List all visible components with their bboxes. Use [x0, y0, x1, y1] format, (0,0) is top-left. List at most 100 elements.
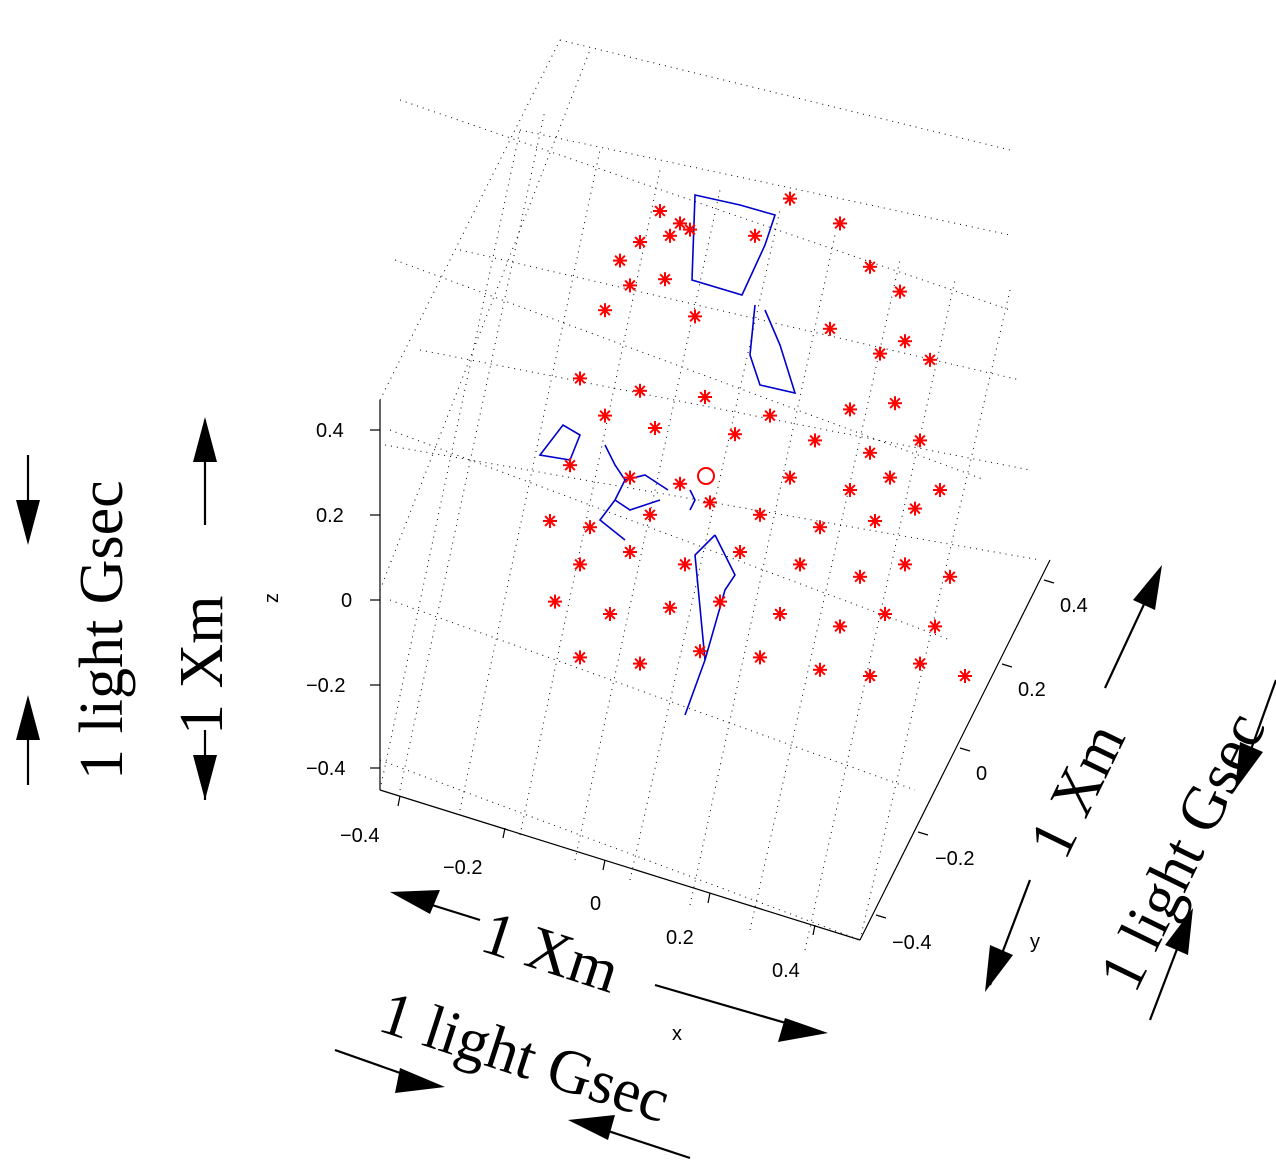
star-marker: [663, 600, 677, 615]
star-marker: [898, 334, 912, 349]
star-marker: [688, 309, 702, 324]
z-tick-2: 0: [341, 590, 352, 612]
y-tick-1: −0.2: [935, 848, 974, 870]
star-marker: [648, 421, 662, 435]
star-marker: [833, 619, 847, 634]
star-marker: [693, 644, 707, 659]
star-marker: [853, 569, 867, 584]
star-marker: [793, 557, 807, 572]
annotation-bottom-upper: 1 Xm: [474, 899, 628, 1007]
star-marker: [843, 402, 857, 417]
star-marker: [878, 607, 892, 621]
star-marker: [683, 222, 697, 237]
star-marker: [733, 545, 747, 559]
x-axis: −0.4 −0.2 0 0.2 0.4 x: [340, 789, 861, 1045]
star-marker: [633, 383, 647, 398]
star-marker: [908, 501, 922, 516]
y-axis: −0.4 −0.2 0 0.2 0.4 y: [859, 559, 1088, 954]
annotation-left-outer: 1 light Gsec: [68, 480, 136, 780]
star-marker: [543, 514, 557, 528]
x-tick-1: −0.2: [443, 857, 482, 879]
star-marker: [748, 228, 762, 243]
z-tick-0: 0.4: [316, 420, 344, 442]
star-marker: [563, 458, 577, 473]
star-marker: [753, 507, 767, 522]
z-tick-3: −0.2: [306, 675, 345, 697]
star-marker: [883, 470, 897, 485]
star-marker: [933, 483, 947, 497]
star-marker: [928, 619, 942, 634]
star-marker: [598, 303, 612, 318]
right-arrows: [985, 565, 1276, 1021]
data-points: [543, 191, 972, 683]
star-marker: [833, 216, 847, 231]
star-marker: [573, 650, 587, 665]
star-marker: [783, 191, 797, 206]
star-marker: [813, 662, 827, 677]
star-marker: [813, 520, 827, 535]
star-marker: [763, 408, 777, 423]
star-marker: [573, 557, 587, 572]
observer-marker: [697, 467, 715, 485]
star-marker: [583, 520, 597, 535]
x-tick-3: 0.2: [666, 927, 694, 949]
star-marker: [613, 253, 627, 268]
star-marker: [863, 669, 877, 683]
star-marker: [893, 284, 907, 299]
star-marker: [623, 470, 637, 485]
star-marker: [863, 445, 877, 460]
left-arrows: [16, 417, 217, 800]
star-marker: [913, 656, 927, 671]
star-marker: [653, 204, 667, 218]
x-tick-4: 0.4: [772, 960, 800, 982]
star-marker: [643, 507, 657, 522]
z-axis-label: z: [261, 593, 283, 603]
star-marker: [843, 483, 857, 497]
star-marker: [633, 656, 647, 671]
star-marker: [783, 470, 797, 485]
grid-lines: [379, 39, 1041, 951]
star-marker: [633, 235, 647, 249]
x-tick-0: −0.4: [340, 825, 379, 847]
star-marker: [598, 408, 612, 423]
star-marker: [713, 594, 727, 609]
star-marker: [913, 433, 927, 448]
constellation-lines: [538, 194, 797, 716]
star-marker: [898, 557, 912, 572]
star-marker: [823, 321, 837, 336]
star-marker: [623, 545, 637, 559]
star-marker: [863, 259, 877, 274]
star-marker: [663, 228, 677, 243]
star-marker: [673, 476, 687, 491]
star-marker: [873, 346, 887, 361]
star-marker: [888, 396, 902, 411]
star-marker: [958, 669, 972, 683]
z-tick-4: −0.4: [306, 758, 345, 780]
annotation-left-inner: 1 Xm: [168, 596, 236, 736]
x-tick-2: 0: [590, 893, 601, 915]
star-marker: [808, 433, 822, 448]
star-marker: [923, 352, 937, 367]
z-axis: 0.4 0.2 0 −0.2 −0.4 z: [261, 400, 381, 790]
annotation-right-inner: 1 Xm: [1016, 713, 1138, 868]
star-marker: [868, 514, 882, 528]
star-marker: [698, 390, 712, 404]
star-marker: [728, 427, 742, 442]
x-axis-label: x: [672, 1023, 682, 1045]
star-marker: [573, 371, 587, 386]
z-tick-1: 0.2: [316, 505, 344, 527]
y-tick-4: 0.4: [1060, 595, 1088, 617]
annotation-bottom-lower: 1 light Gsec: [372, 979, 678, 1136]
star-marker: [703, 495, 717, 510]
y-axis-label: y: [1030, 931, 1040, 953]
star-marker: [678, 557, 692, 572]
y-tick-2: 0: [976, 763, 987, 785]
y-tick-0: −0.4: [892, 932, 931, 954]
y-tick-3: 0.2: [1018, 679, 1046, 701]
star-marker: [753, 650, 767, 665]
star-marker: [603, 607, 617, 621]
star-marker: [773, 607, 787, 621]
star-marker: [658, 272, 672, 287]
star-marker: [548, 594, 562, 609]
